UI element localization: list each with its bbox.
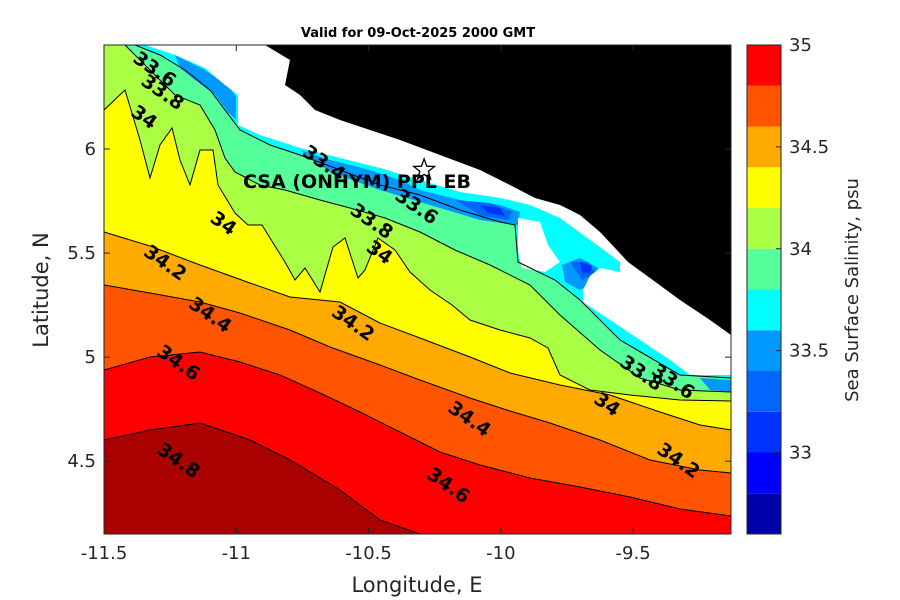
contour-34-4-line [104,351,731,517]
band-33-2-33-4 [175,55,236,120]
x-tick-label: -10 [486,543,515,564]
colorbar-swatch [747,452,781,494]
y-axis: 4.5 5 5.5 6 [67,139,731,472]
band-32-8-33-0 [480,205,505,216]
colorbar-swatch [747,208,781,249]
x-axis: -11.5 -11 -10.5 -10 -9.5 [81,45,651,564]
land-mask [265,45,731,335]
colorbar-swatch [747,248,781,290]
colorbar-tick-label: 34 [789,239,812,260]
site-marker: CSA (ONHYM) PPL EB [243,156,471,193]
colorbar-ticks: 33 33.5 34 34.5 35 [776,35,829,464]
colorbar-swatch [747,493,781,534]
chart-title: Valid for 09-Oct-2025 2000 GMT [301,26,535,41]
contour-33-8-line [104,89,731,402]
x-tick-label: -11.5 [81,543,128,564]
colorbar-swatch [747,371,781,412]
colorbar-swatch [747,330,781,371]
colorbar-tick-label: 34.5 [789,137,829,158]
y-tick-label: 5 [85,347,96,368]
x-axis-label: Longitude, E [351,573,482,597]
contour-33-4-line [134,45,731,379]
band-32-8-33-0 [580,262,592,274]
colorbar-swatch [747,126,781,168]
y-tick-label: 6 [85,139,96,160]
star-icon [411,156,437,181]
colorbar-label: Sea Surface Salinity, psu [842,178,863,402]
band-33-0-33-2 [455,200,512,220]
contour-34-2-line [104,284,731,474]
colorbar-swatch [747,167,781,208]
x-tick-label: -9.5 [616,543,651,564]
colorbar-swatch [747,85,781,127]
y-axis-label: Latitude, N [29,232,53,348]
x-tick-label: -11 [222,543,251,564]
colorbar-tick-label: 33.5 [789,341,829,362]
colorbar-frame [746,44,782,535]
contour-34-6-line [104,422,421,534]
colorbar-tick-label: 35 [789,35,812,56]
colorbar [747,45,781,534]
y-tick-label: 4.5 [67,451,96,472]
y-tick-label: 5.5 [67,243,96,264]
colorbar-swatch [747,289,781,331]
colorbar-swatch [747,411,781,453]
site-label: CSA (ONHYM) PPL EB [243,171,471,193]
band-33-2-33-4 [300,150,520,225]
band-33-2-33-4 [700,378,731,392]
x-tick-label: -10.5 [345,543,392,564]
colorbar-swatch [747,45,781,86]
colorbar-tick-label: 33 [789,443,812,464]
no-data-region [518,218,560,272]
contour-34-0-line [104,231,731,431]
plot-frame [103,44,732,535]
contour-33-6-line [124,45,731,393]
